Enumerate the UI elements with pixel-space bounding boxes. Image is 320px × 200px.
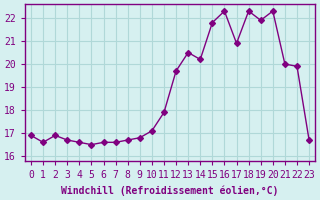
X-axis label: Windchill (Refroidissement éolien,°C): Windchill (Refroidissement éolien,°C)	[61, 185, 279, 196]
